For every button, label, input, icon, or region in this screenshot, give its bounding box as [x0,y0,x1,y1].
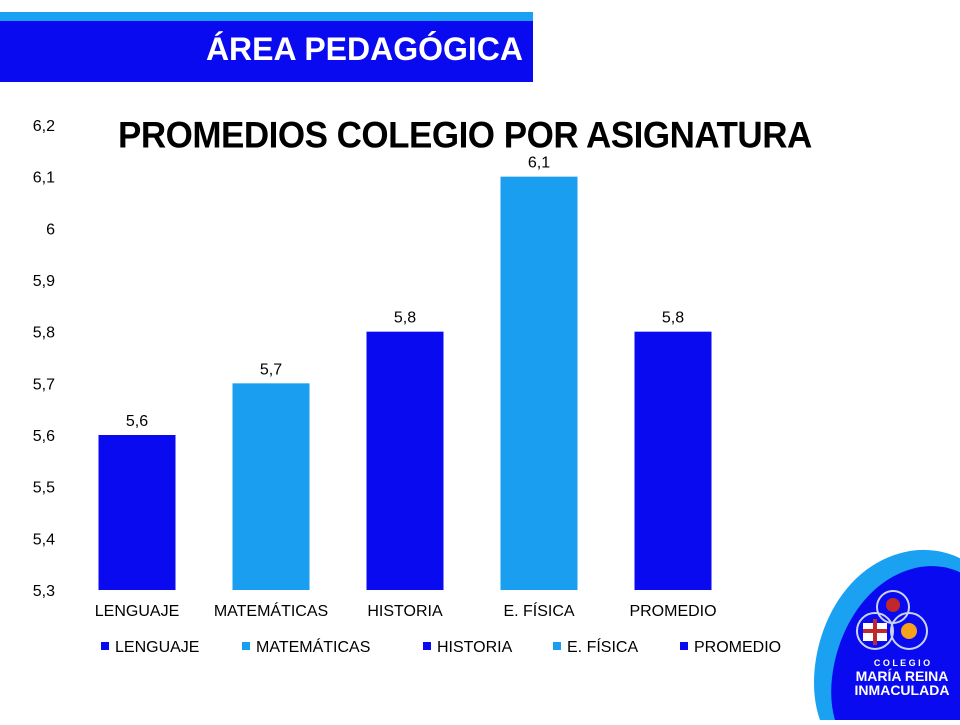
x-axis-ticks: LENGUAJE MATEMÁTICAS HISTORIA E. FÍSICA PROM… [95,601,717,620]
x-tick-label: HISTORIA [367,603,443,620]
school-logo: C O L E G I O MARÍA REINA INMACULADA [790,545,960,720]
value-label: 5,6 [126,413,148,430]
legend-label: LENGUAJE [115,639,199,656]
legend-label: HISTORIA [437,639,513,656]
legend: LENGUAJE MATEMÁTICAS HISTORIA E. FÍSICA PROM… [101,637,781,656]
legend-label: PROMEDIO [694,639,781,656]
top-accent-stripe [0,12,533,21]
logo-line1: C O L E G I O [874,658,930,668]
bar-3 [500,176,578,590]
y-tick-label: 5,3 [33,583,55,600]
legend-swatch [680,642,688,650]
y-tick-label: 5,6 [33,428,55,445]
y-tick-label: 5,4 [33,531,55,548]
x-tick-label: MATEMÁTICAS [214,601,328,620]
legend-label: E. FÍSICA [567,637,638,656]
x-tick-label: LENGUAJE [95,603,179,620]
y-tick-label: 6 [46,221,55,238]
y-tick-label: 5,9 [33,273,55,290]
logo-line2: MARÍA REINA [856,668,949,684]
bar-1 [232,383,310,590]
legend-swatch [242,642,250,650]
y-tick-label: 5,7 [33,376,55,393]
chart-title: PROMEDIOS COLEGIO POR ASIGNATURA [118,115,812,156]
x-tick-label: PROMEDIO [629,603,716,620]
bar-0 [98,435,176,590]
y-tick-label: 5,8 [33,325,55,342]
y-tick-label: 6,2 [33,118,55,135]
y-tick-label: 5,5 [33,480,55,497]
value-label: 6,1 [528,155,550,172]
legend-swatch [101,642,109,650]
bar-2 [366,331,444,590]
value-label: 5,8 [662,310,684,327]
x-tick-label: E. FÍSICA [503,601,574,620]
legend-swatch [553,642,561,650]
value-label: 5,8 [394,310,416,327]
logo-line3: INMACULADA [855,682,950,698]
value-label: 5,7 [260,361,282,378]
header-banner: ÁREA PEDAGÓGICA [0,21,533,82]
legend-swatch [423,642,431,650]
y-tick-label: 6,1 [33,170,55,187]
value-labels: 5,6 5,7 5,8 6,1 5,8 [126,155,684,430]
y-axis-ticks: 5,3 5,4 5,5 5,6 5,7 5,8 5,9 6 6,1 6,2 [33,118,55,600]
bar-4 [634,331,712,590]
legend-label: MATEMÁTICAS [256,637,370,656]
banner-title: ÁREA PEDAGÓGICA [205,31,523,67]
bars [98,176,712,590]
